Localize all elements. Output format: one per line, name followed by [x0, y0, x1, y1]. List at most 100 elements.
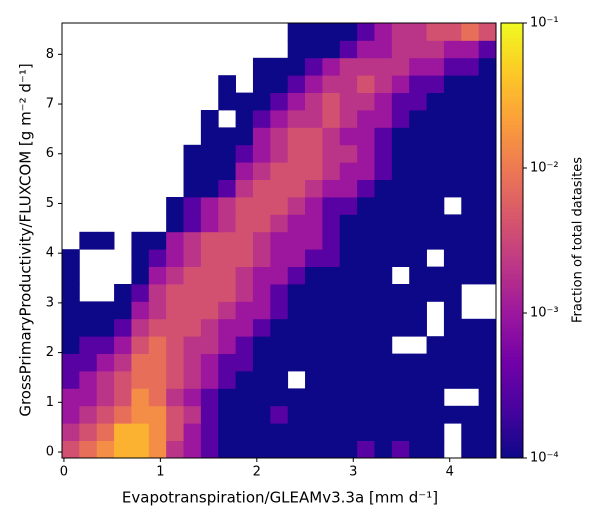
x-tick-label: 4 — [446, 465, 454, 480]
colorbar-segment — [501, 135, 523, 140]
heatmap-cell — [461, 440, 480, 459]
heatmap-cell — [478, 197, 497, 215]
colorbar-segment — [501, 95, 523, 100]
colorbar-segment — [501, 356, 523, 361]
heatmap-cell — [270, 249, 289, 267]
heatmap-cell — [305, 266, 323, 285]
heatmap-cell — [183, 353, 202, 372]
colorbar-segment — [501, 211, 523, 216]
heatmap-cell — [218, 371, 236, 389]
heatmap-cell — [114, 301, 132, 320]
heatmap-cell — [200, 405, 219, 424]
colorbar-segment — [501, 197, 523, 202]
heatmap-cell — [478, 353, 497, 372]
heatmap-cell — [339, 231, 358, 250]
heatmap-cell — [252, 197, 271, 215]
heatmap-cell — [357, 40, 375, 59]
heatmap-cell — [322, 353, 341, 372]
heatmap-cell — [79, 423, 98, 441]
colorbar-segment — [501, 247, 523, 252]
heatmap-cell — [183, 318, 202, 337]
heatmap-cell — [218, 423, 236, 441]
heatmap-cell — [322, 40, 341, 59]
heatmap-cell — [166, 266, 184, 285]
heatmap-cell — [426, 423, 445, 441]
heatmap-cell — [218, 75, 236, 93]
heatmap-cell — [287, 110, 306, 128]
heatmap-cell — [409, 318, 427, 337]
heatmap-cell — [374, 23, 393, 41]
heatmap-cell — [391, 440, 410, 459]
colorbar-segment — [501, 421, 523, 426]
heatmap-cell — [148, 266, 167, 285]
heatmap-cell — [443, 179, 462, 198]
heatmap-cell — [96, 440, 115, 459]
heatmap-cell — [322, 301, 341, 320]
heatmap-cell — [461, 23, 480, 41]
colorbar-segment — [501, 378, 523, 383]
colorbar-segment — [501, 407, 523, 412]
heatmap-cell — [339, 336, 358, 354]
heatmap-cell — [391, 162, 410, 180]
heatmap-cell — [131, 440, 150, 459]
heatmap-cell — [391, 214, 410, 233]
heatmap-cell — [391, 388, 410, 407]
heatmap-cell — [322, 231, 341, 250]
colorbar-segment — [501, 291, 523, 296]
heatmap-cell — [322, 266, 341, 285]
heatmap-cell — [461, 423, 480, 441]
heatmap-cell — [391, 110, 410, 128]
colorbar-segment — [501, 62, 523, 67]
heatmap-cell — [339, 405, 358, 424]
heatmap-cell — [287, 23, 306, 41]
colorbar-segment — [501, 33, 523, 38]
heatmap-cell — [426, 127, 445, 146]
heatmap-cell — [218, 231, 236, 250]
colorbar-segment — [501, 251, 523, 256]
heatmap-cell — [252, 301, 271, 320]
heatmap-cell — [339, 353, 358, 372]
colorbar-segment — [501, 269, 523, 274]
heatmap-cell — [461, 266, 480, 285]
heatmap-cell — [339, 301, 358, 320]
heatmap-cell — [287, 353, 306, 372]
heatmap-cell — [131, 405, 150, 424]
heatmap-cell — [270, 179, 289, 198]
heatmap-cell — [461, 144, 480, 163]
heatmap-cell — [305, 388, 323, 407]
heatmap-cell — [357, 284, 375, 302]
heatmap-cell — [235, 353, 254, 372]
heatmap-cell — [235, 231, 254, 250]
colorbar-segment — [501, 432, 523, 437]
heatmap-cell — [339, 284, 358, 302]
colorbar-segment — [501, 149, 523, 154]
heatmap-cell — [218, 179, 236, 198]
heatmap-cell — [270, 336, 289, 354]
heatmap-cell — [235, 197, 254, 215]
heatmap-cell — [461, 179, 480, 198]
heatmap-cell — [235, 214, 254, 233]
colorbar-segment — [501, 381, 523, 386]
heatmap-cell — [478, 249, 497, 267]
heatmap-cell — [322, 110, 341, 128]
heatmap-cell — [183, 179, 202, 198]
heatmap-cell — [200, 197, 219, 215]
heatmap-cell — [218, 266, 236, 285]
heatmap-cell — [252, 127, 271, 146]
heatmap-cell — [148, 440, 167, 459]
colorbar-segment — [501, 229, 523, 234]
heatmap-cell — [131, 388, 150, 407]
heatmap-cell — [374, 197, 393, 215]
heatmap-cell — [62, 353, 80, 372]
heatmap-cell — [62, 440, 80, 459]
colorbar-segment — [501, 236, 523, 241]
heatmap-cell — [218, 162, 236, 180]
heatmap-cell — [322, 144, 341, 163]
heatmap-cell — [287, 214, 306, 233]
heatmap-cell — [200, 371, 219, 389]
heatmap-cell — [461, 249, 480, 267]
heatmap-cell — [478, 388, 497, 407]
heatmap-cell — [443, 301, 462, 320]
heatmap-cell — [287, 423, 306, 441]
